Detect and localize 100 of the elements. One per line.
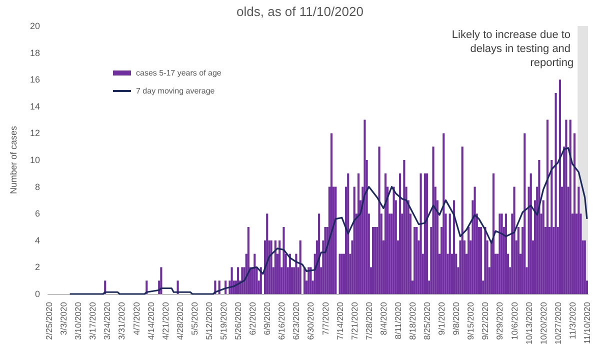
- x-tick-label: 5/19/2020: [218, 302, 228, 340]
- y-tick-label: 4: [34, 235, 40, 246]
- bar: [399, 173, 402, 294]
- bar: [160, 267, 162, 294]
- bar: [498, 214, 501, 294]
- bar: [378, 146, 380, 294]
- x-tick-label: 6/16/2020: [276, 302, 287, 340]
- bar: [340, 254, 343, 294]
- bar: [416, 227, 418, 294]
- chart-title: olds, as of 11/10/2020: [236, 4, 364, 19]
- y-tick-label: 0: [34, 289, 40, 299]
- y-tick-label: 6: [34, 208, 40, 219]
- bar: [569, 120, 572, 294]
- x-tick-label: 6/23/2020: [291, 302, 302, 340]
- bar: [241, 267, 244, 294]
- bar: [299, 240, 302, 294]
- x-tick-label: 3/10/2020: [73, 302, 84, 340]
- bar: [372, 227, 374, 294]
- x-tick-label: 6/30/2020: [306, 302, 316, 340]
- x-tick-label: 5/26/2020: [233, 302, 244, 340]
- bar: [565, 120, 568, 294]
- bar: [492, 173, 495, 294]
- y-tick-label: 8: [34, 182, 40, 192]
- bar: [424, 173, 426, 294]
- bar: [517, 227, 520, 294]
- bar: [347, 173, 350, 294]
- bar: [414, 227, 416, 294]
- bar: [530, 173, 532, 294]
- x-tick-label: 2/25/2020: [44, 302, 54, 340]
- bar: [295, 254, 298, 294]
- bar: [254, 254, 256, 294]
- x-tick-label: 6/9/2020: [262, 302, 272, 336]
- bar: [513, 186, 516, 294]
- x-tick-label: 9/15/2020: [466, 302, 476, 340]
- bar: [500, 214, 503, 294]
- x-tick-label: 4/28/2020: [174, 302, 185, 340]
- bar: [247, 227, 250, 294]
- bar: [538, 160, 540, 294]
- bar: [384, 173, 387, 294]
- bar: [266, 214, 268, 294]
- legend-label: 7 day moving average: [136, 86, 216, 96]
- bar: [278, 240, 281, 294]
- x-tick-label: 9/29/2020: [494, 302, 505, 340]
- x-tick-label: 8/18/2020: [408, 302, 418, 340]
- bar: [524, 133, 526, 294]
- bar: [330, 133, 333, 294]
- bar: [353, 186, 356, 294]
- bar: [274, 240, 276, 294]
- bar: [554, 93, 557, 294]
- bar: [426, 173, 428, 294]
- x-tick-label: 7/21/2020: [349, 302, 360, 340]
- y-tick-label: 12: [30, 128, 40, 138]
- y-tick-label: 18: [30, 48, 40, 58]
- bar: [420, 173, 422, 294]
- x-tick-label: 5/12/2020: [204, 302, 214, 340]
- bar: [448, 214, 451, 294]
- x-tick-label: 7/28/2020: [364, 302, 374, 340]
- y-tick-label: 2: [34, 262, 40, 272]
- x-tick-label: 5/5/2020: [189, 302, 200, 336]
- x-tick-label: 9/22/2020: [480, 302, 490, 340]
- bar: [558, 80, 561, 294]
- bar: [270, 240, 272, 294]
- bar: [403, 160, 406, 294]
- bar: [546, 120, 549, 294]
- x-tick-label: 3/24/2020: [102, 302, 112, 340]
- bar: [230, 267, 233, 294]
- bar: [357, 173, 360, 294]
- x-tick-label: 9/1/2020: [436, 302, 447, 336]
- bar: [573, 133, 576, 294]
- x-tick-label: 8/25/2020: [422, 302, 432, 340]
- y-tick-label: 10: [30, 155, 40, 165]
- x-tick-label: 10/6/2020: [509, 302, 520, 340]
- x-tick-label: 4/7/2020: [131, 302, 142, 336]
- bar: [432, 146, 434, 294]
- bar: [461, 146, 464, 294]
- bar: [282, 227, 285, 294]
- bar: [338, 254, 341, 294]
- bar: [550, 160, 553, 294]
- x-tick-label: 4/21/2020: [160, 302, 170, 340]
- x-tick-label: 3/31/2020: [116, 302, 127, 340]
- y-tick-label: 16: [30, 74, 40, 85]
- bar: [392, 186, 395, 294]
- x-tick-label: 7/7/2020: [320, 302, 330, 336]
- x-tick-label: 4/14/2020: [146, 302, 156, 340]
- x-tick-label: 8/4/2020: [378, 302, 388, 336]
- y-tick-label: 20: [30, 21, 40, 31]
- x-tick-label: 11/10/2020: [582, 302, 592, 344]
- bar: [542, 200, 544, 294]
- bar: [453, 200, 456, 294]
- bar: [288, 254, 291, 294]
- x-tick-label: 10/27/2020: [552, 302, 563, 345]
- band-label: Likely to increase due to delays in testing and reporting: [452, 29, 574, 69]
- bar: [468, 227, 470, 294]
- x-tick-label: 11/3/2020: [567, 302, 578, 340]
- bar: [474, 186, 476, 294]
- bar: [484, 227, 486, 294]
- y-tick-label: 14: [30, 101, 40, 112]
- x-tick-label: 8/11/2020: [392, 302, 403, 340]
- bar: [310, 267, 312, 294]
- bar: [308, 267, 310, 294]
